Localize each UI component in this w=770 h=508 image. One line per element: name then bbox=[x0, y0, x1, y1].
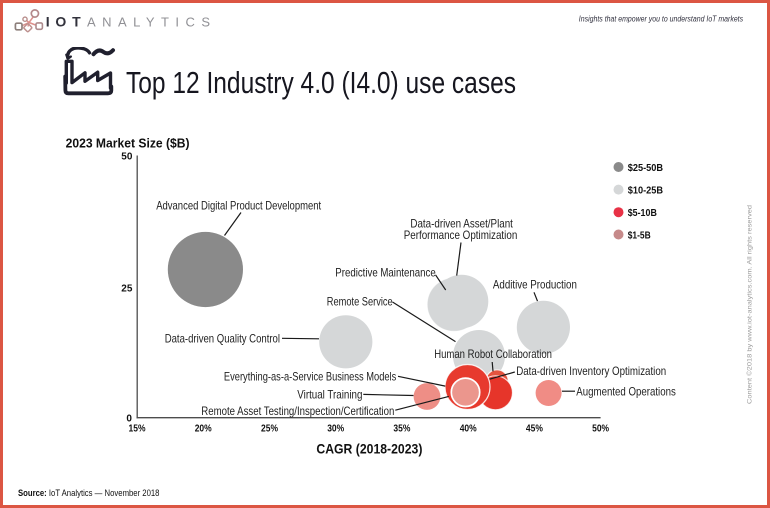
svg-text:$25-50B: $25-50B bbox=[628, 163, 663, 174]
svg-text:IOT: IOT bbox=[46, 13, 81, 29]
svg-text:0: 0 bbox=[126, 414, 132, 425]
svg-text:Additive Production: Additive Production bbox=[493, 278, 577, 292]
svg-text:Insights that empower you to u: Insights that empower you to understand … bbox=[579, 14, 743, 23]
svg-text:CAGR (2018-2023): CAGR (2018-2023) bbox=[316, 441, 422, 457]
svg-text:25: 25 bbox=[121, 283, 133, 294]
svg-text:15%: 15% bbox=[129, 423, 146, 434]
svg-text:$5-10B: $5-10B bbox=[628, 208, 657, 219]
svg-text:Data-driven Quality Control: Data-driven Quality Control bbox=[165, 332, 280, 346]
svg-text:25%: 25% bbox=[261, 423, 278, 434]
svg-text:$10-25B: $10-25B bbox=[628, 186, 663, 197]
svg-text:50: 50 bbox=[121, 152, 133, 163]
svg-text:45%: 45% bbox=[526, 423, 543, 434]
svg-text:Advanced Digital Product Devel: Advanced Digital Product Development bbox=[156, 199, 322, 213]
svg-text:$1-5B: $1-5B bbox=[628, 230, 651, 241]
svg-text:Performance Optimization: Performance Optimization bbox=[404, 228, 518, 242]
svg-text:35%: 35% bbox=[393, 423, 410, 434]
svg-text:20%: 20% bbox=[195, 423, 212, 434]
svg-text:Virtual Training: Virtual Training bbox=[297, 388, 362, 402]
svg-text:50%: 50% bbox=[592, 423, 609, 434]
svg-text:Top 12 Industry 4.0 (I4.0) use: Top 12 Industry 4.0 (I4.0) use cases bbox=[126, 65, 516, 100]
svg-text:Remote Asset Testing/Inspectio: Remote Asset Testing/Inspection/Certific… bbox=[201, 404, 394, 418]
svg-text:Source: IoT Analytics — Novemb: Source: IoT Analytics — November 2018 bbox=[18, 488, 160, 499]
svg-text:Human Robot Collaboration: Human Robot Collaboration bbox=[434, 347, 552, 361]
svg-text:Predictive Maintenance: Predictive Maintenance bbox=[335, 266, 436, 280]
svg-text:2023 Market Size ($B): 2023 Market Size ($B) bbox=[66, 137, 190, 151]
svg-text:Augmented Operations: Augmented Operations bbox=[576, 385, 676, 399]
svg-text:Remote Service: Remote Service bbox=[327, 295, 393, 309]
svg-text:Content ©2018 by www.iot-analy: Content ©2018 by www.iot-analytics.com. … bbox=[746, 204, 754, 404]
svg-text:Data-driven Asset/Plant: Data-driven Asset/Plant bbox=[410, 217, 513, 231]
svg-text:ANALYTICS: ANALYTICS bbox=[87, 14, 210, 29]
svg-text:40%: 40% bbox=[460, 423, 477, 434]
svg-text:Data-driven Inventory Optimiza: Data-driven Inventory Optimization bbox=[516, 364, 666, 378]
svg-text:30%: 30% bbox=[327, 423, 344, 434]
svg-text:Everything-as-a-Service Busine: Everything-as-a-Service Business Models bbox=[224, 370, 396, 384]
